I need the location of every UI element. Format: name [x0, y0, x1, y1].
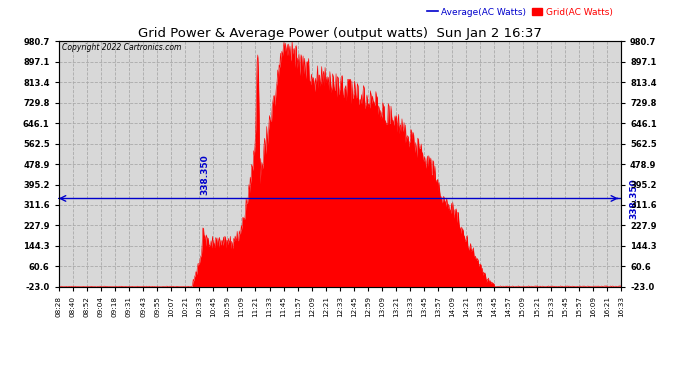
Text: 338.350: 338.350 [629, 178, 638, 219]
Text: 338.350: 338.350 [200, 154, 209, 195]
Text: Copyright 2022 Cartronics.com: Copyright 2022 Cartronics.com [62, 43, 181, 52]
Legend: Average(AC Watts), Grid(AC Watts): Average(AC Watts), Grid(AC Watts) [423, 4, 616, 20]
Title: Grid Power & Average Power (output watts)  Sun Jan 2 16:37: Grid Power & Average Power (output watts… [138, 27, 542, 40]
